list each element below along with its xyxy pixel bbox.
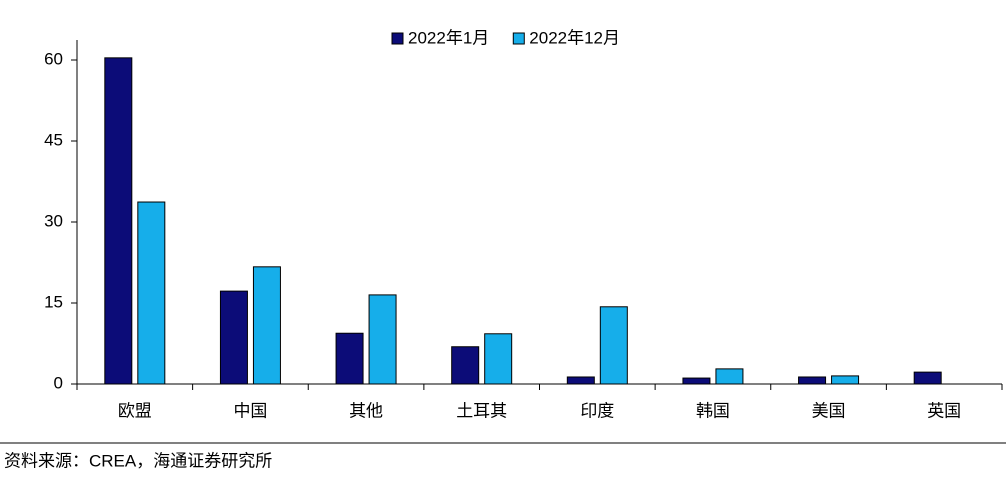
x-tick-label: 土耳其 (456, 401, 507, 420)
bar (831, 375, 860, 385)
y-tick-label: 0 (54, 373, 63, 392)
bar (798, 376, 827, 385)
bar (913, 371, 942, 385)
bar (599, 306, 628, 385)
bar (484, 333, 513, 385)
legend-swatch (512, 32, 525, 45)
bar (252, 266, 281, 385)
x-tick-label: 美国 (812, 401, 846, 420)
source-note: 资料来源：CREA，海通证券研究所 (4, 451, 272, 470)
x-tick-label: 其他 (349, 401, 383, 420)
x-tick-label: 英国 (927, 401, 961, 420)
legend-label: 2022年1月 (408, 28, 489, 47)
bar (104, 57, 133, 385)
bar (566, 376, 595, 385)
x-tick-label: 中国 (233, 401, 267, 420)
legend-label: 2022年12月 (529, 28, 620, 47)
y-tick-label: 45 (44, 130, 63, 149)
bar (682, 377, 711, 385)
bar (368, 294, 397, 385)
bar (451, 346, 480, 385)
bar (715, 368, 744, 385)
bar (219, 290, 248, 385)
y-tick-label: 30 (44, 211, 63, 230)
x-tick-label: 欧盟 (118, 401, 152, 420)
bar (137, 201, 166, 385)
x-tick-label: 韩国 (696, 401, 730, 420)
y-tick-label: 60 (44, 49, 63, 68)
legend-swatch (391, 32, 404, 45)
bar (335, 332, 364, 385)
x-tick-label: 印度 (580, 401, 614, 420)
y-tick-label: 15 (44, 292, 63, 311)
